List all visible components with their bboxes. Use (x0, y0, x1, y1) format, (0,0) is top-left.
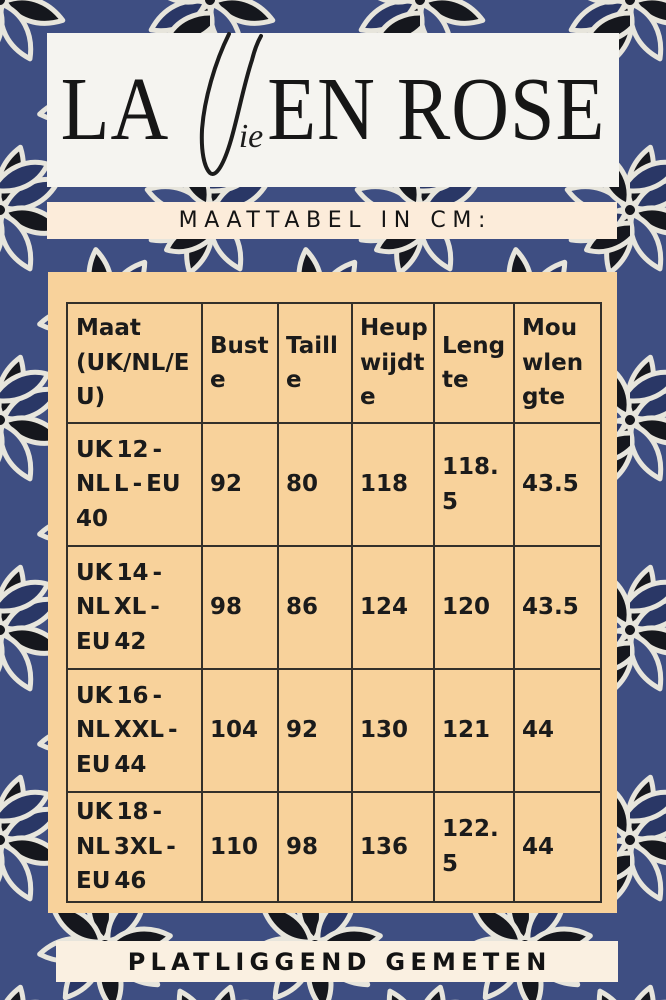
cell-taille: 80 (277, 422, 353, 547)
cell-lengte: 118.5 (433, 422, 515, 547)
table-row: UK 16 - NL XXL - EU 44 104 92 130 121 44 (66, 668, 602, 793)
size-table: Maat (UK/NL/EU) Buste Taille Heup wijdte… (66, 302, 602, 903)
cell-mouwlengte: 44 (513, 668, 602, 793)
table-row: UK 14 - NL XL - EU 42 98 86 124 120 43.5 (66, 545, 602, 670)
header-row: Maat (UK/NL/EU) Buste Taille Heup wijdte… (66, 302, 602, 424)
cell-mouwlengte: 44 (513, 791, 602, 903)
cell-buste: 98 (201, 545, 279, 670)
cell-taille: 92 (277, 668, 353, 793)
cell-heupwijdte: 124 (351, 545, 435, 670)
footer-text: PLATLIGGEND GEMETEN (127, 947, 552, 976)
subtitle-banner: MAATTABEL IN CM: (47, 202, 617, 239)
header-buste: Buste (201, 302, 279, 424)
brand-script-vie: ie (169, 32, 264, 186)
cell-heupwijdte: 130 (351, 668, 435, 793)
footer-banner: PLATLIGGEND GEMETEN (56, 941, 618, 982)
table-row: UK 12 - NL L - EU 40 92 80 118 118.5 43.… (66, 422, 602, 547)
header-lengte: Lengte (433, 302, 515, 424)
header-mouwlengte: Mouwlengte (513, 302, 602, 424)
brand-word-en-rose: EN ROSE (267, 60, 606, 160)
header-heupwijdte: Heup wijdte (351, 302, 435, 424)
cell-taille: 86 (277, 545, 353, 670)
header-maat: Maat (UK/NL/EU) (66, 302, 203, 424)
script-v-glyph (200, 32, 264, 177)
cell-buste: 110 (201, 791, 279, 903)
cell-buste: 104 (201, 668, 279, 793)
brand-banner: LA ie EN ROSE (47, 32, 619, 187)
cell-maat: UK 18 - NL 3XL - EU 46 (66, 791, 203, 903)
cell-mouwlengte: 43.5 (513, 422, 602, 547)
cell-lengte: 120 (433, 545, 515, 670)
table-row: UK 18 - NL 3XL - EU 46 110 98 136 122.5 … (66, 791, 602, 903)
subtitle-text: MAATTABEL IN CM: (178, 208, 492, 233)
header-taille: Taille (277, 302, 353, 424)
cell-lengte: 122.5 (433, 791, 515, 903)
cell-maat: UK 12 - NL L - EU 40 (66, 422, 203, 547)
cell-buste: 92 (201, 422, 279, 547)
cell-taille: 98 (277, 791, 353, 903)
brand-word-la: LA (60, 60, 170, 160)
cell-heupwijdte: 136 (351, 791, 435, 903)
cell-maat: UK 14 - NL XL - EU 42 (66, 545, 203, 670)
cell-mouwlengte: 43.5 (513, 545, 602, 670)
cell-maat: UK 16 - NL XXL - EU 44 (66, 668, 203, 793)
cell-lengte: 121 (433, 668, 515, 793)
cell-heupwijdte: 118 (351, 422, 435, 547)
brand-word-ie: ie (238, 118, 264, 155)
size-table-card: Maat (UK/NL/EU) Buste Taille Heup wijdte… (48, 272, 617, 913)
